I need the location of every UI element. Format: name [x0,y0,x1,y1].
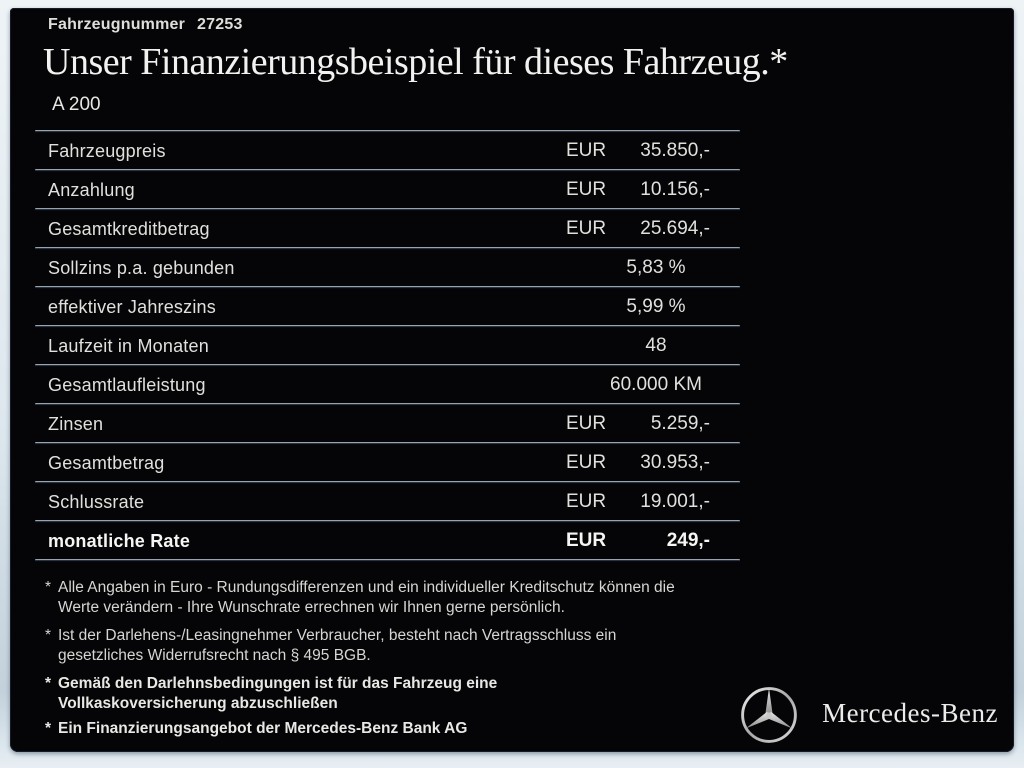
table-divider [35,169,740,172]
row-value: 48 [550,335,740,357]
table-divider [35,325,740,328]
brand-wordmark: Mercedes-Benz [822,697,998,728]
footnote: * Alle Angaben in Euro - Rundungsdiffere… [45,578,765,618]
footnote: * Gemäß den Darlehnsbedingungen ist für … [45,674,765,714]
table-divider [35,559,740,562]
amount-value: 48 [645,335,667,356]
table-row: Fahrzeugpreis EUR 35.850,- [35,133,740,169]
row-value: EUR 5.259,- [550,413,740,435]
table-row: Schlussrate EUR 19.001,- [35,484,740,520]
vehicle-number: Fahrzeugnummer 27253 [48,16,1014,34]
table-row: Gesamtlaufleistung 60.000 KM [35,367,740,403]
row-label: Sollzins p.a. gebunden [48,257,235,278]
currency-label: EUR [566,452,607,473]
footnotes-section: * Alle Angaben in Euro - Rundungsdiffere… [45,578,765,739]
table-divider [35,247,740,250]
table-row: monatliche Rate EUR 249,- [35,523,740,559]
table-divider [35,208,740,211]
table-row: Laufzeit in Monaten 48 [35,328,740,364]
row-label: Gesamtkreditbetrag [48,218,210,239]
vehicle-number-value: 27253 [197,16,243,33]
footnote: * Ein Finanzierungsangebot der Mercedes-… [45,719,765,739]
footnote-text: Alle Angaben in Euro - Rundungsdifferenz… [58,579,675,616]
row-label: monatliche Rate [48,530,191,551]
table-row: Gesamtbetrag EUR 30.953,- [35,445,740,481]
amount-value: 5,99 % [626,296,686,317]
brand-logo-block: Mercedes-Benz [740,686,998,744]
currency-label: EUR [566,179,607,200]
table-divider [35,286,740,289]
amount-value: 25.694,- [640,218,710,239]
row-value: EUR 10.156,- [550,179,740,201]
finance-offer-panel: Fahrzeugnummer 27253 Unser Finanzierungsb… [10,8,1014,752]
row-label: effektiver Jahreszins [48,296,216,317]
row-value: EUR 19.001,- [550,491,740,513]
footnote-marker: * [45,675,52,692]
row-value: EUR 30.953,- [550,452,740,474]
table-divider [35,481,740,484]
model-name: A 200 [52,94,101,115]
footnote-marker: * [45,627,52,644]
table-row: Anzahlung EUR 10.156,- [35,172,740,208]
footnote: * Ist der Darlehens-/Leasingnehmer Verbr… [45,626,765,666]
table-row: Zinsen EUR 5.259,- [35,406,740,442]
row-value: EUR 249,- [550,530,740,552]
row-value: 5,83 % [550,257,740,279]
mercedes-star-icon [741,687,797,743]
row-label: Laufzeit in Monaten [48,335,209,356]
amount-value: 249,- [666,530,710,551]
row-value: 60.000 KM [550,374,740,396]
amount-value: 10.156,- [640,179,710,200]
footnote-text: Gemäß den Darlehnsbedingungen ist für da… [58,675,498,712]
row-label: Fahrzeugpreis [48,140,166,161]
table-divider [35,130,740,133]
vehicle-number-label: Fahrzeugnummer [48,16,186,33]
row-value: EUR 25.694,- [550,218,740,240]
table-row: Gesamtkreditbetrag EUR 25.694,- [35,211,740,247]
amount-value: 5.259,- [650,413,710,434]
row-value: EUR 35.850,- [550,140,740,162]
table-divider [35,520,740,523]
currency-label: EUR [566,218,607,239]
amount-value: 5,83 % [626,257,686,278]
row-label: Zinsen [48,413,104,434]
page-title: Unser Finanzierungsbeispiel für dieses F… [43,41,788,83]
footnote-marker: * [45,579,52,596]
footnote-text: Ein Finanzierungsangebot der Mercedes-Be… [58,720,468,737]
table-divider [35,364,740,367]
row-label: Gesamtlaufleistung [48,374,206,395]
amount-value: 35.850,- [640,140,710,161]
row-label: Gesamtbetrag [48,452,165,473]
table-row: effektiver Jahreszins 5,99 % [35,289,740,325]
currency-label: EUR [566,413,607,434]
table-row: Sollzins p.a. gebunden 5,83 % [35,250,740,286]
row-label: Anzahlung [48,179,135,200]
table-divider [35,403,740,406]
row-value: 5,99 % [550,296,740,318]
footnote-text: Ist der Darlehens-/Leasingnehmer Verbrau… [58,627,617,664]
currency-label: EUR [566,491,607,512]
amount-value: 60.000 KM [610,374,702,395]
finance-table: Fahrzeugpreis EUR 35.850,- Anzahlung EUR… [35,130,740,562]
footnote-marker: * [45,720,52,737]
amount-value: 19.001,- [640,491,710,512]
row-label: Schlussrate [48,491,145,512]
table-divider [35,442,740,445]
currency-label: EUR [566,530,607,551]
currency-label: EUR [566,140,607,161]
amount-value: 30.953,- [640,452,710,473]
